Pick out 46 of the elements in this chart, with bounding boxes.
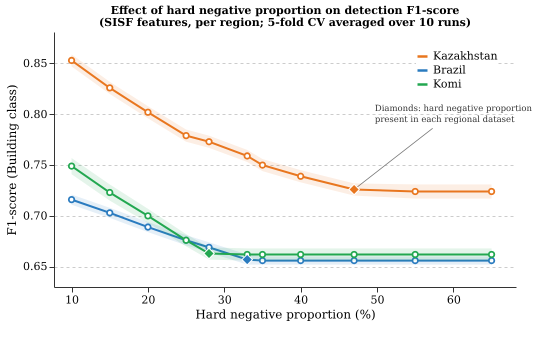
point — [144, 212, 152, 220]
y-tick-label: 0.65 — [23, 260, 48, 274]
point — [488, 256, 496, 264]
point — [106, 84, 114, 92]
point — [182, 132, 190, 140]
point — [412, 188, 419, 196]
y-tick-label: 0.80 — [23, 108, 48, 121]
point — [144, 108, 152, 116]
point — [297, 250, 304, 258]
point — [350, 256, 358, 264]
point — [350, 250, 358, 258]
chart-title: Effect of hard negative proportion on detection F1-score — [110, 4, 460, 17]
point — [258, 161, 266, 169]
x-tick-label: 20 — [141, 294, 156, 306]
point — [244, 152, 251, 160]
point — [205, 138, 213, 146]
legend-label: Komi — [433, 78, 462, 90]
legend-label: Brazil — [433, 64, 466, 76]
point — [258, 250, 266, 258]
y-tick-label: 0.85 — [23, 56, 48, 70]
point — [297, 256, 304, 264]
point — [241, 254, 253, 266]
point — [297, 172, 304, 180]
point — [488, 250, 496, 258]
point — [106, 209, 114, 216]
point — [144, 223, 152, 231]
annotation: Diamonds: hard negative proportion present in each regional dataset — [374, 104, 532, 125]
point — [68, 196, 76, 204]
point — [106, 188, 114, 196]
chart-subtitle: (SISF features, per region; 5-fold CV averaged over 10 runs) — [98, 16, 472, 29]
x-axis-title: Hard negative proportion (%) — [195, 308, 376, 322]
x-tick-label: 60 — [446, 294, 461, 306]
x-tick-label: 10 — [65, 294, 80, 306]
point — [68, 162, 76, 170]
x-tick-label: 40 — [294, 294, 308, 306]
x-tick-label: 30 — [218, 294, 232, 306]
point — [68, 56, 76, 64]
y-tick-label: 0.70 — [23, 209, 48, 222]
point — [412, 256, 419, 264]
y-tick-label: 0.75 — [23, 158, 48, 172]
x-tick-label: 50 — [370, 294, 385, 306]
point — [258, 256, 266, 264]
point — [488, 188, 496, 196]
point — [412, 250, 419, 258]
y-axis-title: F1-score (Building class) — [5, 84, 20, 236]
legend-label: Kazakhstan — [433, 50, 498, 62]
